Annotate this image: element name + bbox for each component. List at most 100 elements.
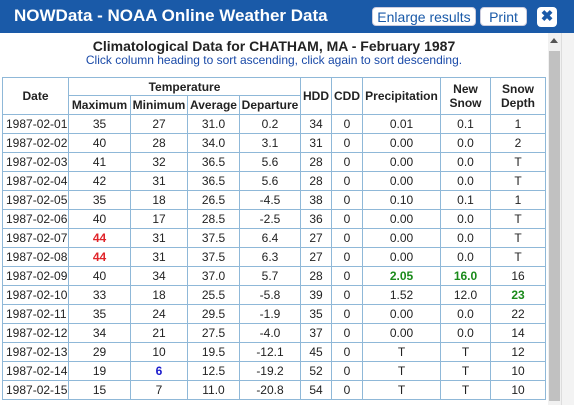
hdd-cell: 39 <box>300 285 332 305</box>
new-snow-cell: 0.0 <box>440 152 491 172</box>
max-cell: 35 <box>68 304 131 324</box>
precip-cell: 0.00 <box>362 247 441 267</box>
precip-cell: 0.00 <box>362 209 441 229</box>
avg-cell: 29.5 <box>187 304 240 324</box>
hdd-cell: 45 <box>300 342 332 362</box>
date-cell: 1987-02-11 <box>2 304 69 324</box>
avg-cell: 28.5 <box>187 209 240 229</box>
cdd-cell: 0 <box>331 152 363 172</box>
date-cell: 1987-02-10 <box>2 285 69 305</box>
avg-cell: 36.5 <box>187 171 240 191</box>
cdd-cell: 0 <box>331 247 363 267</box>
table-row: 1987-02-11 35 24 29.5 -1.9 35 0 0.00 0.0 22 <box>2 304 546 324</box>
min-cell: 31 <box>130 171 188 191</box>
scroll-up-icon[interactable] <box>550 38 558 43</box>
min-cell: 31 <box>130 247 188 267</box>
column-header-minimum[interactable]: Minimum <box>130 95 188 115</box>
departure-cell: -2.5 <box>239 209 301 229</box>
precip-cell: 1.52 <box>362 285 441 305</box>
avg-cell: 36.5 <box>187 152 240 172</box>
max-cell: 44 <box>68 247 131 267</box>
max-cell: 35 <box>68 114 131 134</box>
table-row: 1987-02-03 41 32 36.5 5.6 28 0 0.00 0.0 T <box>2 152 546 172</box>
avg-cell: 37.5 <box>187 247 240 267</box>
hdd-cell: 54 <box>300 380 332 400</box>
max-cell: 35 <box>68 190 131 210</box>
hdd-cell: 28 <box>300 152 332 172</box>
new-snow-cell: 12.0 <box>440 285 491 305</box>
snow-depth-cell: 16 <box>490 266 546 286</box>
max-cell: 40 <box>68 133 131 153</box>
cdd-cell: 0 <box>331 133 363 153</box>
background-page-strip <box>561 33 574 405</box>
departure-cell: -12.1 <box>239 342 301 362</box>
departure-cell: 5.6 <box>239 171 301 191</box>
table-row: 1987-02-09 40 34 37.0 5.7 28 0 2.05 16.0 16 <box>2 266 546 286</box>
max-cell: 34 <box>68 323 131 343</box>
column-header-maximum[interactable]: Maximum <box>68 95 131 115</box>
precip-cell: 0.00 <box>362 133 441 153</box>
min-cell: 34 <box>130 266 188 286</box>
print-button[interactable]: Print <box>480 7 527 26</box>
hdd-cell: 28 <box>300 171 332 191</box>
date-cell: 1987-02-05 <box>2 190 69 210</box>
departure-cell: 5.6 <box>239 152 301 172</box>
table-row: 1987-02-10 33 18 25.5 -5.8 39 0 1.52 12.0 23 <box>2 285 546 305</box>
cdd-cell: 0 <box>331 342 363 362</box>
precip-cell: 0.00 <box>362 323 441 343</box>
cdd-cell: 0 <box>331 114 363 134</box>
max-cell: 42 <box>68 171 131 191</box>
column-header-departure[interactable]: Departure <box>239 95 301 115</box>
snow-depth-cell: 12 <box>490 342 546 362</box>
avg-cell: 27.5 <box>187 323 240 343</box>
max-cell: 19 <box>68 361 131 381</box>
avg-cell: 37.5 <box>187 228 240 248</box>
table-row: 1987-02-04 42 31 36.5 5.6 28 0 0.00 0.0 T <box>2 171 546 191</box>
avg-cell: 19.5 <box>187 342 240 362</box>
scrollbar-thumb[interactable] <box>549 51 560 401</box>
cdd-cell: 0 <box>331 304 363 324</box>
results-scrollbar[interactable] <box>548 33 561 405</box>
min-cell: 32 <box>130 152 188 172</box>
column-header-new-snow[interactable]: New Snow <box>440 77 491 115</box>
snow-depth-cell: T <box>490 171 546 191</box>
table-row: 1987-02-14 19 6 12.5 -19.2 52 0 T T 10 <box>2 361 546 381</box>
table-row: 1987-02-05 35 18 26.5 -4.5 38 0 0.10 0.1 1 <box>2 190 546 210</box>
table-row: 1987-02-01 35 27 31.0 0.2 34 0 0.01 0.1 1 <box>2 114 546 134</box>
cdd-cell: 0 <box>331 228 363 248</box>
min-cell: 27 <box>130 114 188 134</box>
precip-cell: 2.05 <box>362 266 441 286</box>
new-snow-cell: 0.0 <box>440 323 491 343</box>
column-header-hdd[interactable]: HDD <box>300 77 332 115</box>
close-icon[interactable]: ✖ <box>537 7 557 27</box>
precip-cell: 0.00 <box>362 228 441 248</box>
column-header-average[interactable]: Average <box>187 95 240 115</box>
snow-depth-cell: 22 <box>490 304 546 324</box>
date-cell: 1987-02-02 <box>2 133 69 153</box>
avg-cell: 26.5 <box>187 190 240 210</box>
column-header-date[interactable]: Date <box>2 77 69 115</box>
date-cell: 1987-02-03 <box>2 152 69 172</box>
avg-cell: 31.0 <box>187 114 240 134</box>
departure-cell: -4.5 <box>239 190 301 210</box>
column-header-snow-depth[interactable]: Snow Depth <box>490 77 546 115</box>
min-cell: 24 <box>130 304 188 324</box>
precip-cell: 0.10 <box>362 190 441 210</box>
enlarge-results-button[interactable]: Enlarge results <box>372 7 476 26</box>
table-row: 1987-02-12 34 21 27.5 -4.0 37 0 0.00 0.0 14 <box>2 323 546 343</box>
new-snow-cell: 0.0 <box>440 228 491 248</box>
column-header-precipitation[interactable]: Precipitation <box>362 77 441 115</box>
min-cell: 17 <box>130 209 188 229</box>
departure-cell: -1.9 <box>239 304 301 324</box>
sort-instructions: Click column heading to sort ascending, … <box>85 53 463 67</box>
snow-depth-cell: T <box>490 152 546 172</box>
new-snow-cell: T <box>440 380 491 400</box>
title-bar: NOWData - NOAA Online Weather Data Enlar… <box>0 0 574 33</box>
snow-depth-cell: 23 <box>490 285 546 305</box>
date-cell: 1987-02-06 <box>2 209 69 229</box>
cdd-cell: 0 <box>331 285 363 305</box>
column-header-cdd[interactable]: CDD <box>331 77 363 115</box>
snow-depth-cell: T <box>490 209 546 229</box>
date-cell: 1987-02-15 <box>2 380 69 400</box>
